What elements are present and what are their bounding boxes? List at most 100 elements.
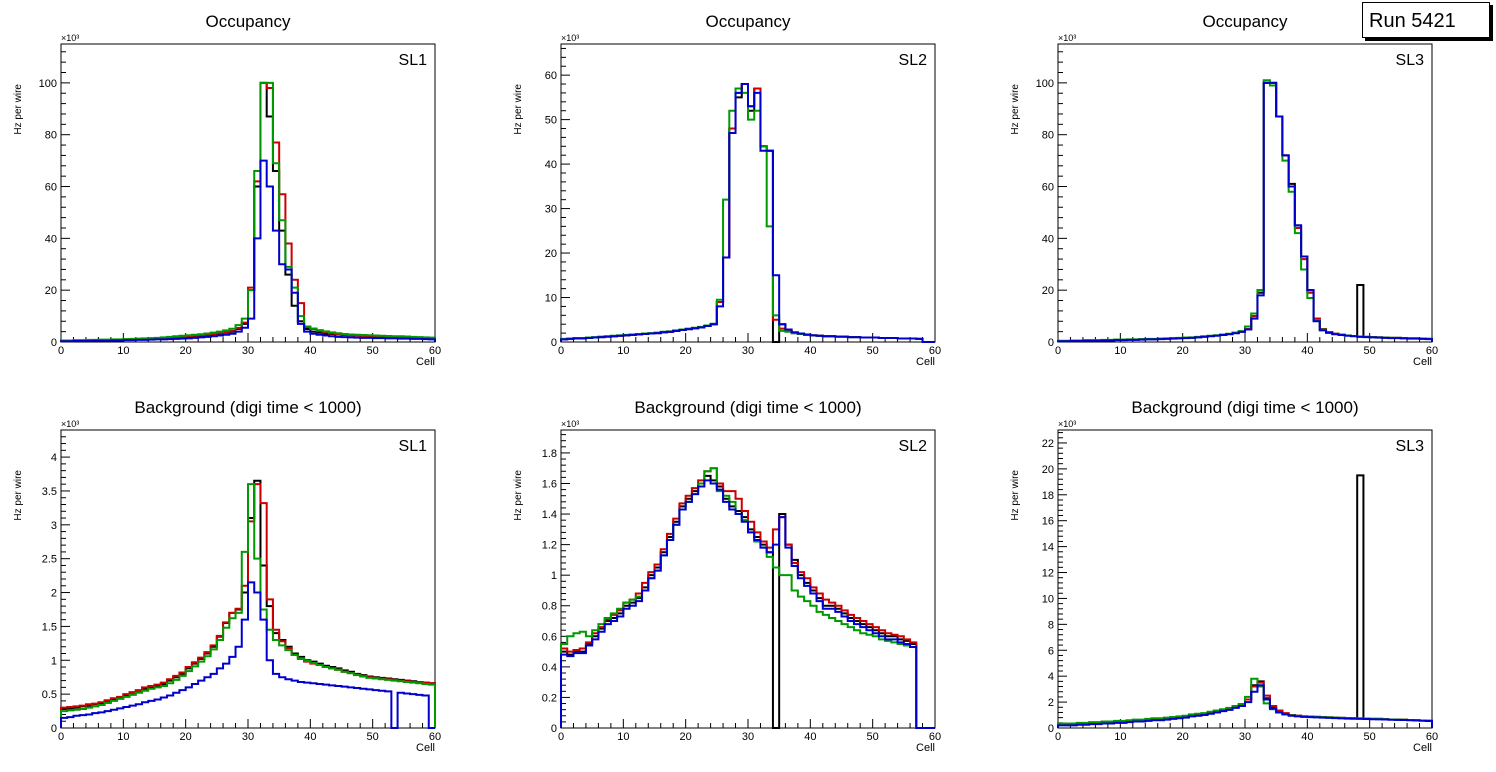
y-scale-factor: ×10³	[1058, 419, 1076, 429]
y-tick-label: 3	[51, 520, 57, 532]
x-axis-label: Cell	[916, 356, 935, 368]
superlayer-label: SL2	[899, 438, 928, 455]
histogram-series-blue	[1057, 81, 1433, 343]
y-axis-label: Hz per wire	[13, 470, 24, 521]
x-tick-label: 30	[1239, 345, 1251, 357]
x-tick-label: 0	[58, 731, 64, 743]
y-tick-label: 0.5	[42, 689, 57, 701]
y-tick-label: 0	[551, 337, 557, 349]
y-tick-label: 3.5	[42, 486, 57, 498]
superlayer-label: SL1	[399, 52, 428, 69]
y-tick-label: 22	[1042, 438, 1054, 450]
x-tick-label: 60	[1426, 731, 1438, 743]
x-tick-label: 30	[742, 731, 754, 743]
x-tick-label: 30	[1239, 731, 1251, 743]
x-tick-label: 60	[1426, 345, 1438, 357]
y-axis-label: Hz per wire	[1010, 84, 1021, 135]
y-tick-label: 0.6	[542, 631, 557, 643]
histogram-series-blue	[60, 581, 435, 729]
histogram-series-red	[560, 83, 935, 343]
y-tick-label: 1	[51, 655, 57, 667]
y-tick-label: 40	[545, 159, 557, 171]
x-tick-label: 60	[929, 731, 941, 743]
y-tick-label: 0	[51, 723, 57, 735]
y-tick-label: 10	[1042, 593, 1054, 605]
y-tick-label: 18	[1042, 490, 1054, 502]
y-tick-label: 80	[1042, 130, 1054, 142]
y-axis-label: Hz per wire	[513, 84, 524, 135]
y-scale-factor: ×10³	[1058, 33, 1076, 43]
x-tick-label: 30	[242, 345, 254, 357]
y-axis-label: Hz per wire	[13, 84, 24, 135]
x-tick-label: 50	[1364, 345, 1376, 357]
y-tick-label: 0.2	[542, 692, 557, 704]
y-tick-label: 30	[545, 204, 557, 216]
plot-frame	[1057, 429, 1433, 729]
x-tick-label: 60	[929, 345, 941, 357]
x-tick-label: 30	[242, 731, 254, 743]
x-tick-label: 20	[1177, 345, 1189, 357]
y-tick-label: 2	[51, 588, 57, 600]
x-tick-label: 10	[617, 345, 629, 357]
x-tick-label: 20	[680, 731, 692, 743]
x-axis-label: Cell	[1413, 356, 1432, 368]
y-scale-factor: ×10³	[61, 33, 79, 43]
y-tick-label: 0	[1048, 723, 1054, 735]
y-tick-label: 40	[45, 233, 57, 245]
x-tick-label: 0	[1055, 731, 1061, 743]
y-tick-label: 4	[51, 452, 57, 464]
x-tick-label: 0	[558, 345, 564, 357]
histogram-series-green	[560, 87, 935, 343]
y-tick-label: 100	[39, 78, 57, 90]
histogram-series-green	[60, 81, 436, 342]
y-tick-label: 20	[1042, 464, 1054, 476]
x-tick-label: 40	[1301, 345, 1313, 357]
y-tick-label: 50	[545, 115, 557, 127]
y-tick-label: 20	[45, 285, 57, 297]
y-tick-label: 40	[1042, 233, 1054, 245]
x-tick-label: 20	[1177, 731, 1189, 743]
y-tick-label: 6	[1048, 645, 1054, 657]
panel-title: Occupancy	[1202, 12, 1288, 31]
x-tick-label: 20	[180, 731, 192, 743]
y-axis-label: Hz per wire	[1010, 470, 1021, 521]
y-tick-label: 0.4	[542, 662, 557, 674]
panel-title: Occupancy	[705, 12, 791, 31]
x-tick-label: 30	[742, 345, 754, 357]
y-tick-label: 60	[45, 182, 57, 194]
x-tick-label: 20	[180, 345, 192, 357]
run-label-box: Run 5421	[1362, 2, 1490, 38]
x-axis-label: Cell	[916, 742, 935, 754]
x-tick-label: 60	[429, 731, 441, 743]
x-axis-label: Cell	[1413, 742, 1432, 754]
y-tick-label: 20	[545, 248, 557, 260]
y-tick-label: 60	[1042, 182, 1054, 194]
y-scale-factor: ×10³	[561, 33, 579, 43]
superlayer-label: SL2	[899, 52, 928, 69]
x-axis-label: Cell	[416, 356, 435, 368]
y-tick-label: 20	[1042, 285, 1054, 297]
y-tick-label: 0	[51, 337, 57, 349]
y-tick-label: 100	[1036, 78, 1054, 90]
y-tick-label: 10	[545, 293, 557, 305]
y-tick-label: 1.4	[542, 509, 557, 521]
x-tick-label: 10	[117, 731, 129, 743]
y-scale-factor: ×10³	[561, 419, 579, 429]
y-tick-label: 0	[1048, 337, 1054, 349]
y-tick-label: 2	[1048, 697, 1054, 709]
x-tick-label: 50	[367, 345, 379, 357]
y-axis-label: Hz per wire	[513, 470, 524, 521]
x-tick-label: 40	[804, 345, 816, 357]
x-tick-label: 10	[117, 345, 129, 357]
y-tick-label: 0	[551, 723, 557, 735]
histogram-series-red	[1057, 81, 1433, 342]
histogram-series-black	[1057, 81, 1433, 342]
y-tick-label: 1.2	[542, 540, 557, 552]
y-tick-label: 14	[1042, 542, 1054, 554]
histogram-series-blue	[60, 159, 436, 343]
panel-title: Occupancy	[205, 12, 291, 31]
x-tick-label: 20	[680, 345, 692, 357]
x-tick-label: 50	[367, 731, 379, 743]
histogram-series-red	[560, 467, 935, 729]
